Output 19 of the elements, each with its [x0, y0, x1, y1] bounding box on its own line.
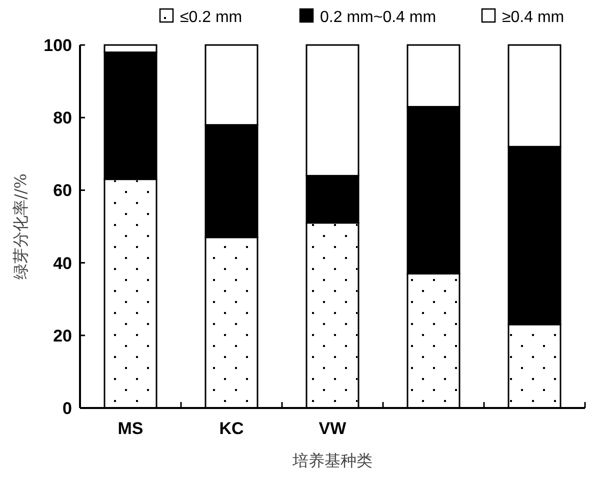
x-tick-label: KC [219, 419, 244, 438]
y-tick-label: 0 [62, 399, 72, 418]
y-tick-label: 80 [53, 108, 72, 128]
legend-label: ≤0.2 mm [180, 9, 242, 26]
bar [104, 44, 158, 54]
bar [204, 44, 258, 126]
bar [306, 44, 360, 176]
x-tick-label: VW [318, 419, 348, 438]
y-tick-label: 40 [53, 254, 72, 273]
x-axis-title: 培养基种类 [292, 451, 372, 470]
y-tick-label: 20 [53, 326, 72, 346]
bar [406, 44, 460, 108]
y-axis-title: 绿芽分化率//% [11, 174, 30, 280]
y-tick-label: 60 [53, 181, 72, 200]
bar [508, 44, 562, 148]
x-tick-label: MS [118, 419, 144, 438]
legend-label: ≥0.4 mm [502, 9, 564, 26]
legend-label: 0.2 mm~0.4 mm [320, 9, 436, 26]
y-tick-label: 100 [44, 36, 72, 55]
